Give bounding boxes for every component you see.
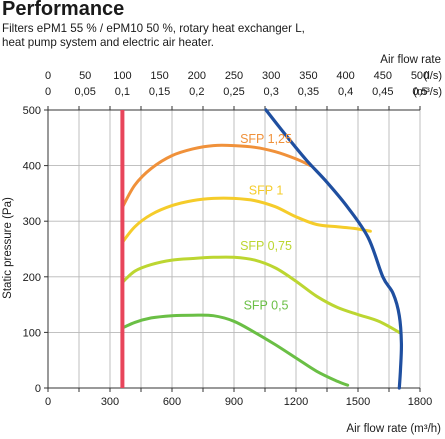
sfp-curve-0 [120,143,312,209]
sfp-label: SFP 0,5 [244,299,289,313]
chart-subtitle: Filters ePM1 55 % / ePM10 50 %, rotary h… [2,22,442,50]
sfp-curve-1 [120,196,372,244]
x2-tick-label-m3s: 0,35 [298,86,319,98]
x2-tick-label-m3s: 0,5 [412,86,427,98]
sfp-curve-2 [120,255,401,334]
x2-tick-label-ls: 100 [113,70,131,82]
y-tick-label: 0 [35,383,41,395]
x2-tick-label-m3s: 0,3 [264,86,279,98]
y-tick-label: 400 [23,161,41,173]
x-tick-label: 1800 [408,396,432,408]
x2-tick-label-ls: 500 [411,70,429,82]
x2-tick-label-m3s: 0,15 [149,86,170,98]
x-tick-label: 300 [101,396,119,408]
sfp-label: SFP 1,25 [240,132,292,146]
chart-labels: SFP 1,25 SFP 1 SFP 0,75 SFP 0,5 [240,132,292,313]
x2-tick-label-m3s: 0,2 [189,86,204,98]
x2-tick-label-ls: 250 [225,70,243,82]
y-tick-label: 200 [23,272,41,284]
x-tick-label: 0 [45,396,51,408]
chart-grid [47,109,421,389]
subtitle-line-1: Filters ePM1 55 % / ePM10 50 %, rotary h… [2,22,305,35]
sfp-label: SFP 1 [249,184,284,198]
x2-tick-label-ls: 200 [188,70,206,82]
y-tick-label: 500 [23,105,41,117]
x2-tick-label-ls: 300 [262,70,280,82]
sfp-label: SFP 0,75 [240,239,292,253]
x2-tick-label-ls: 0 [45,70,51,82]
x-tick-label: 900 [225,396,243,408]
x-tick-label: 1200 [284,396,308,408]
x2-units-m3s: (m³/s) [413,86,442,98]
x-tick-label: 600 [163,396,181,408]
sfp-curve-3 [120,313,350,387]
x2-tick-label-m3s: 0,05 [74,86,95,98]
y-tick-label: 100 [23,327,41,339]
x2-tick-label-ls: 50 [79,70,91,82]
chart-curves [120,108,404,390]
x-axis-title: Air flow rate (m³/h) [346,423,441,435]
x2-tick-label-ls: 400 [336,70,354,82]
x-tick-label: 1500 [346,396,370,408]
x2-tick-label-m3s: 0 [45,86,51,98]
page-title: Performance [2,0,125,20]
x2-tick-label-m3s: 0,4 [338,86,353,98]
x2-tick-label-m3s: 0,25 [223,86,244,98]
y-tick-label: 300 [23,216,41,228]
max-performance-curve [264,108,404,390]
subtitle-line-2: heat pump system and electric air heater… [2,36,215,49]
x2-tick-label-ls: 350 [299,70,317,82]
x2-tick-label-ls: 450 [374,70,392,82]
x2-axis-title: Air flow rate [380,54,441,66]
x2-tick-label-m3s: 0,45 [372,86,393,98]
x2-tick-label-ls: 150 [150,70,168,82]
x2-tick-label-m3s: 0,1 [115,86,130,98]
x2-units-ls: (l/s) [424,70,442,82]
y-axis-title: Static pressure (Pa) [2,197,14,299]
